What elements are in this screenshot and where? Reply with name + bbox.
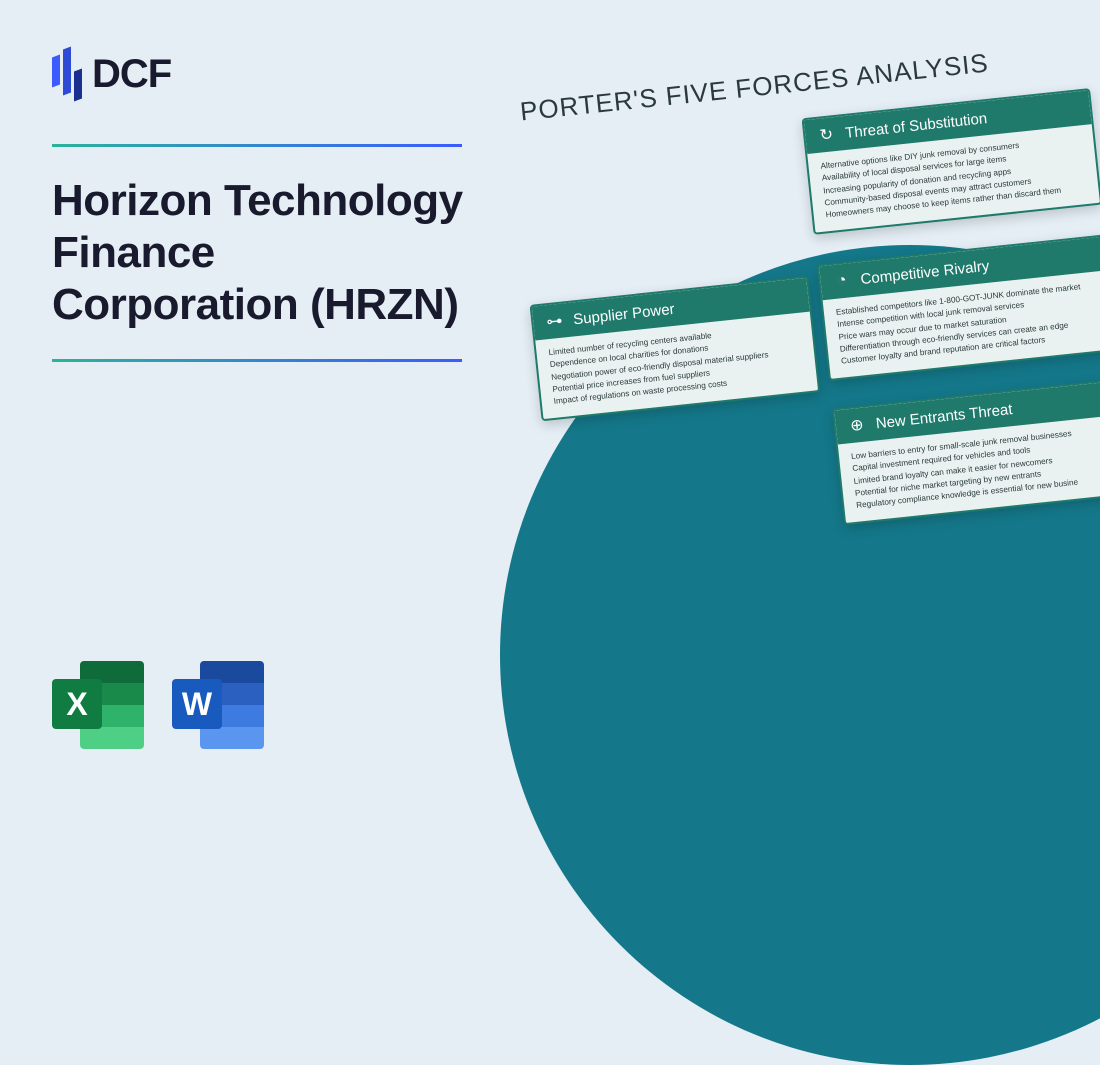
logo-bar bbox=[63, 47, 71, 96]
dcf-logo: DCF bbox=[52, 48, 472, 100]
file-icons-row: X W bbox=[52, 661, 264, 749]
card-entrants: ⊕ New Entrants Threat Low barriers to en… bbox=[832, 377, 1100, 525]
logo-bar bbox=[52, 55, 60, 88]
substitution-icon: ↻ bbox=[814, 123, 838, 147]
card-rivalry: ◔ Competitive Rivalry Established compet… bbox=[817, 233, 1100, 381]
page-title: Horizon Technology Finance Corporation (… bbox=[52, 175, 472, 331]
word-letter: W bbox=[182, 686, 212, 723]
card-supplier: ⊶ Supplier Power Limited number of recyc… bbox=[530, 276, 821, 422]
logo-bar bbox=[74, 69, 82, 102]
dcf-logo-bars bbox=[52, 48, 82, 100]
divider-line-top bbox=[52, 144, 462, 147]
entrants-icon: ⊕ bbox=[845, 413, 869, 437]
word-icon[interactable]: W bbox=[172, 661, 264, 749]
divider-line-bottom bbox=[52, 359, 462, 362]
card-title: Supplier Power bbox=[572, 300, 675, 328]
card-title: Competitive Rivalry bbox=[860, 257, 990, 287]
word-icon-front: W bbox=[172, 679, 222, 729]
dcf-logo-text: DCF bbox=[92, 52, 171, 97]
supplier-icon: ⊶ bbox=[542, 309, 566, 333]
left-panel: DCF Horizon Technology Finance Corporati… bbox=[52, 48, 472, 362]
rivalry-icon: ◔ bbox=[830, 269, 854, 293]
excel-icon[interactable]: X bbox=[52, 661, 144, 749]
cards-container: ↻ Threat of Substitution Alternative opt… bbox=[482, 79, 1100, 701]
excel-icon-front: X bbox=[52, 679, 102, 729]
card-substitution: ↻ Threat of Substitution Alternative opt… bbox=[802, 88, 1100, 235]
excel-letter: X bbox=[66, 686, 87, 723]
